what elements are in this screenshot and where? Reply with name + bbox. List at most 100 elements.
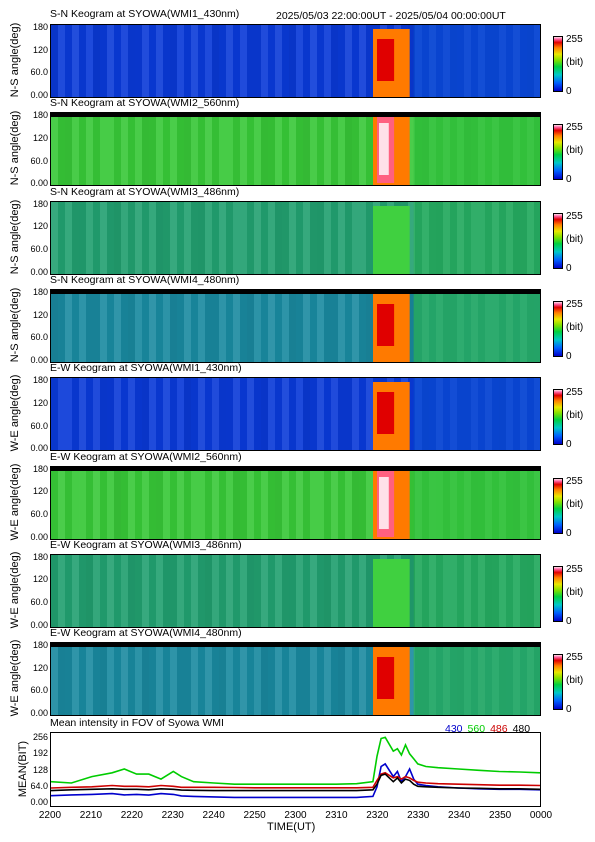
keogram-svg	[51, 201, 540, 274]
colorbar-unit-label: (bit)	[566, 498, 584, 510]
mean-intensity-plot	[50, 732, 541, 807]
colorbar-max-label: 255	[566, 34, 583, 45]
colorbar-max-label: 255	[566, 298, 583, 310]
series-line-560	[51, 736, 540, 786]
panel-ytick: 180	[32, 110, 48, 121]
panel-ytick: 120	[32, 132, 48, 143]
panel-ytick: 120	[32, 221, 48, 232]
chart-xtick: 2230	[161, 810, 184, 821]
colorbar-min-label: 0	[566, 86, 572, 97]
panel-title: S-N Keogram at SYOWA(WMI3_486nm)	[50, 185, 240, 198]
panel-title: E-W Keogram at SYOWA(WMI3_486nm)	[50, 538, 242, 551]
chart-title: Mean intensity in FOV of Syowa WMI	[50, 717, 224, 729]
chart-xtick: 2220	[120, 810, 143, 821]
chart-xtick: 2320	[366, 810, 389, 821]
keogram-svg	[51, 466, 540, 539]
colorbar-unit-label: (bit)	[566, 410, 584, 422]
panel-title: S-N Keogram at SYOWA(WMI1_430nm)	[50, 8, 240, 20]
panel-ytick: 180	[32, 198, 48, 209]
panel-ytick: 120	[32, 44, 48, 55]
chart-xtick: 2200	[38, 810, 62, 821]
colorbar-max-label: 255	[566, 475, 583, 487]
colorbar-min-label: 0	[566, 350, 572, 362]
panel-ytick: 60.0	[30, 597, 48, 608]
panel-ytick: 180	[32, 640, 48, 651]
panel-ytick: 0.00	[30, 443, 48, 454]
colorbar-min-label: 0	[566, 439, 572, 451]
series-line-486	[51, 771, 540, 789]
chart-ytick: 192	[32, 748, 48, 759]
keogram-image	[50, 553, 541, 628]
panel-title: E-W Keogram at SYOWA(WMI2_560nm)	[50, 450, 242, 463]
keogram-svg	[51, 643, 540, 716]
chart-xtick: 2310	[325, 810, 348, 821]
panel-ytick: 180	[32, 375, 48, 386]
panel-ytick: 180	[32, 286, 48, 297]
panel-ytick: 0.00	[30, 178, 48, 189]
colorbar-min-label: 0	[566, 174, 572, 186]
panel-ytick: 120	[32, 397, 48, 408]
series-line-430	[51, 762, 540, 799]
colorbar-unit-label: (bit)	[566, 145, 584, 157]
keogram-image	[50, 642, 541, 717]
chart-ytick: 0.00	[30, 797, 48, 807]
panel-title: S-N Keogram at SYOWA(WMI2_560nm)	[50, 97, 240, 110]
keogram-image	[50, 200, 541, 275]
panel-ytick: 120	[32, 309, 48, 320]
colorbar-max-label: 255	[566, 563, 583, 575]
chart-xtick: 2340	[448, 810, 471, 821]
panel-ytick: 60.0	[30, 155, 48, 166]
keogram-image	[50, 377, 541, 452]
colorbar	[553, 212, 563, 269]
colorbar-unit-label: (bit)	[566, 57, 584, 68]
panel-ytick: 60.0	[30, 332, 48, 343]
chart-ytick: 128	[32, 764, 48, 775]
panel-ytick: 120	[32, 574, 48, 585]
panel-ytick: 60.0	[30, 508, 48, 519]
time-range: 2025/05/03 22:00:00UT - 2025/05/04 00:00…	[276, 10, 506, 22]
colorbar-min-label: 0	[566, 527, 572, 539]
chart-xtick: 2250	[243, 810, 266, 821]
colorbar-min-label: 0	[566, 615, 572, 627]
panel-ytick: 0.00	[30, 266, 48, 277]
panel-ytick: 120	[32, 486, 48, 497]
panel-title: E-W Keogram at SYOWA(WMI1_430nm)	[50, 362, 242, 375]
colorbar-max-label: 255	[566, 122, 583, 134]
colorbar	[553, 654, 563, 711]
colorbar	[553, 477, 563, 534]
colorbar-unit-label: (bit)	[566, 675, 584, 687]
colorbar-min-label: 0	[566, 704, 572, 716]
panel-ytick: 120	[32, 662, 48, 673]
panel-ytick: 180	[32, 463, 48, 474]
keogram-image	[50, 24, 541, 98]
panel-ytick: 0.00	[30, 90, 48, 100]
panel-ytick: 180	[32, 22, 48, 32]
chart-xtick: 2300	[284, 810, 307, 821]
keogram-svg	[51, 554, 540, 627]
panel-ytick: 0.00	[30, 354, 48, 365]
colorbar	[553, 124, 563, 181]
colorbar-min-label: 0	[566, 262, 572, 274]
mean-intensity-svg	[51, 736, 540, 799]
colorbar-unit-label: (bit)	[566, 233, 584, 245]
panel-ytick: 60.0	[30, 685, 48, 696]
colorbar-max-label: 255	[566, 210, 583, 222]
panel-ytick: 0.00	[30, 619, 48, 630]
chart-ytick: 64.0	[30, 780, 48, 791]
chart-xtick: 2330	[407, 810, 430, 821]
panel-title: S-N Keogram at SYOWA(WMI4_480nm)	[50, 273, 240, 286]
panel-ytick: 60.0	[30, 67, 48, 78]
chart-xtick: 0000	[529, 810, 553, 821]
colorbar-max-label: 255	[566, 387, 583, 399]
panel-title: E-W Keogram at SYOWA(WMI4_480nm)	[50, 627, 242, 640]
chart-ytick: 256	[32, 732, 48, 742]
panel-ytick: 0.00	[30, 708, 48, 719]
keogram-image	[50, 288, 541, 363]
colorbar	[553, 565, 563, 622]
panel-ytick: 60.0	[30, 420, 48, 431]
colorbar	[553, 389, 563, 446]
chart-xtick: 2240	[202, 810, 225, 821]
keogram-image	[50, 112, 541, 187]
keogram-image	[50, 465, 541, 540]
chart-xtick: 2350	[488, 810, 512, 821]
